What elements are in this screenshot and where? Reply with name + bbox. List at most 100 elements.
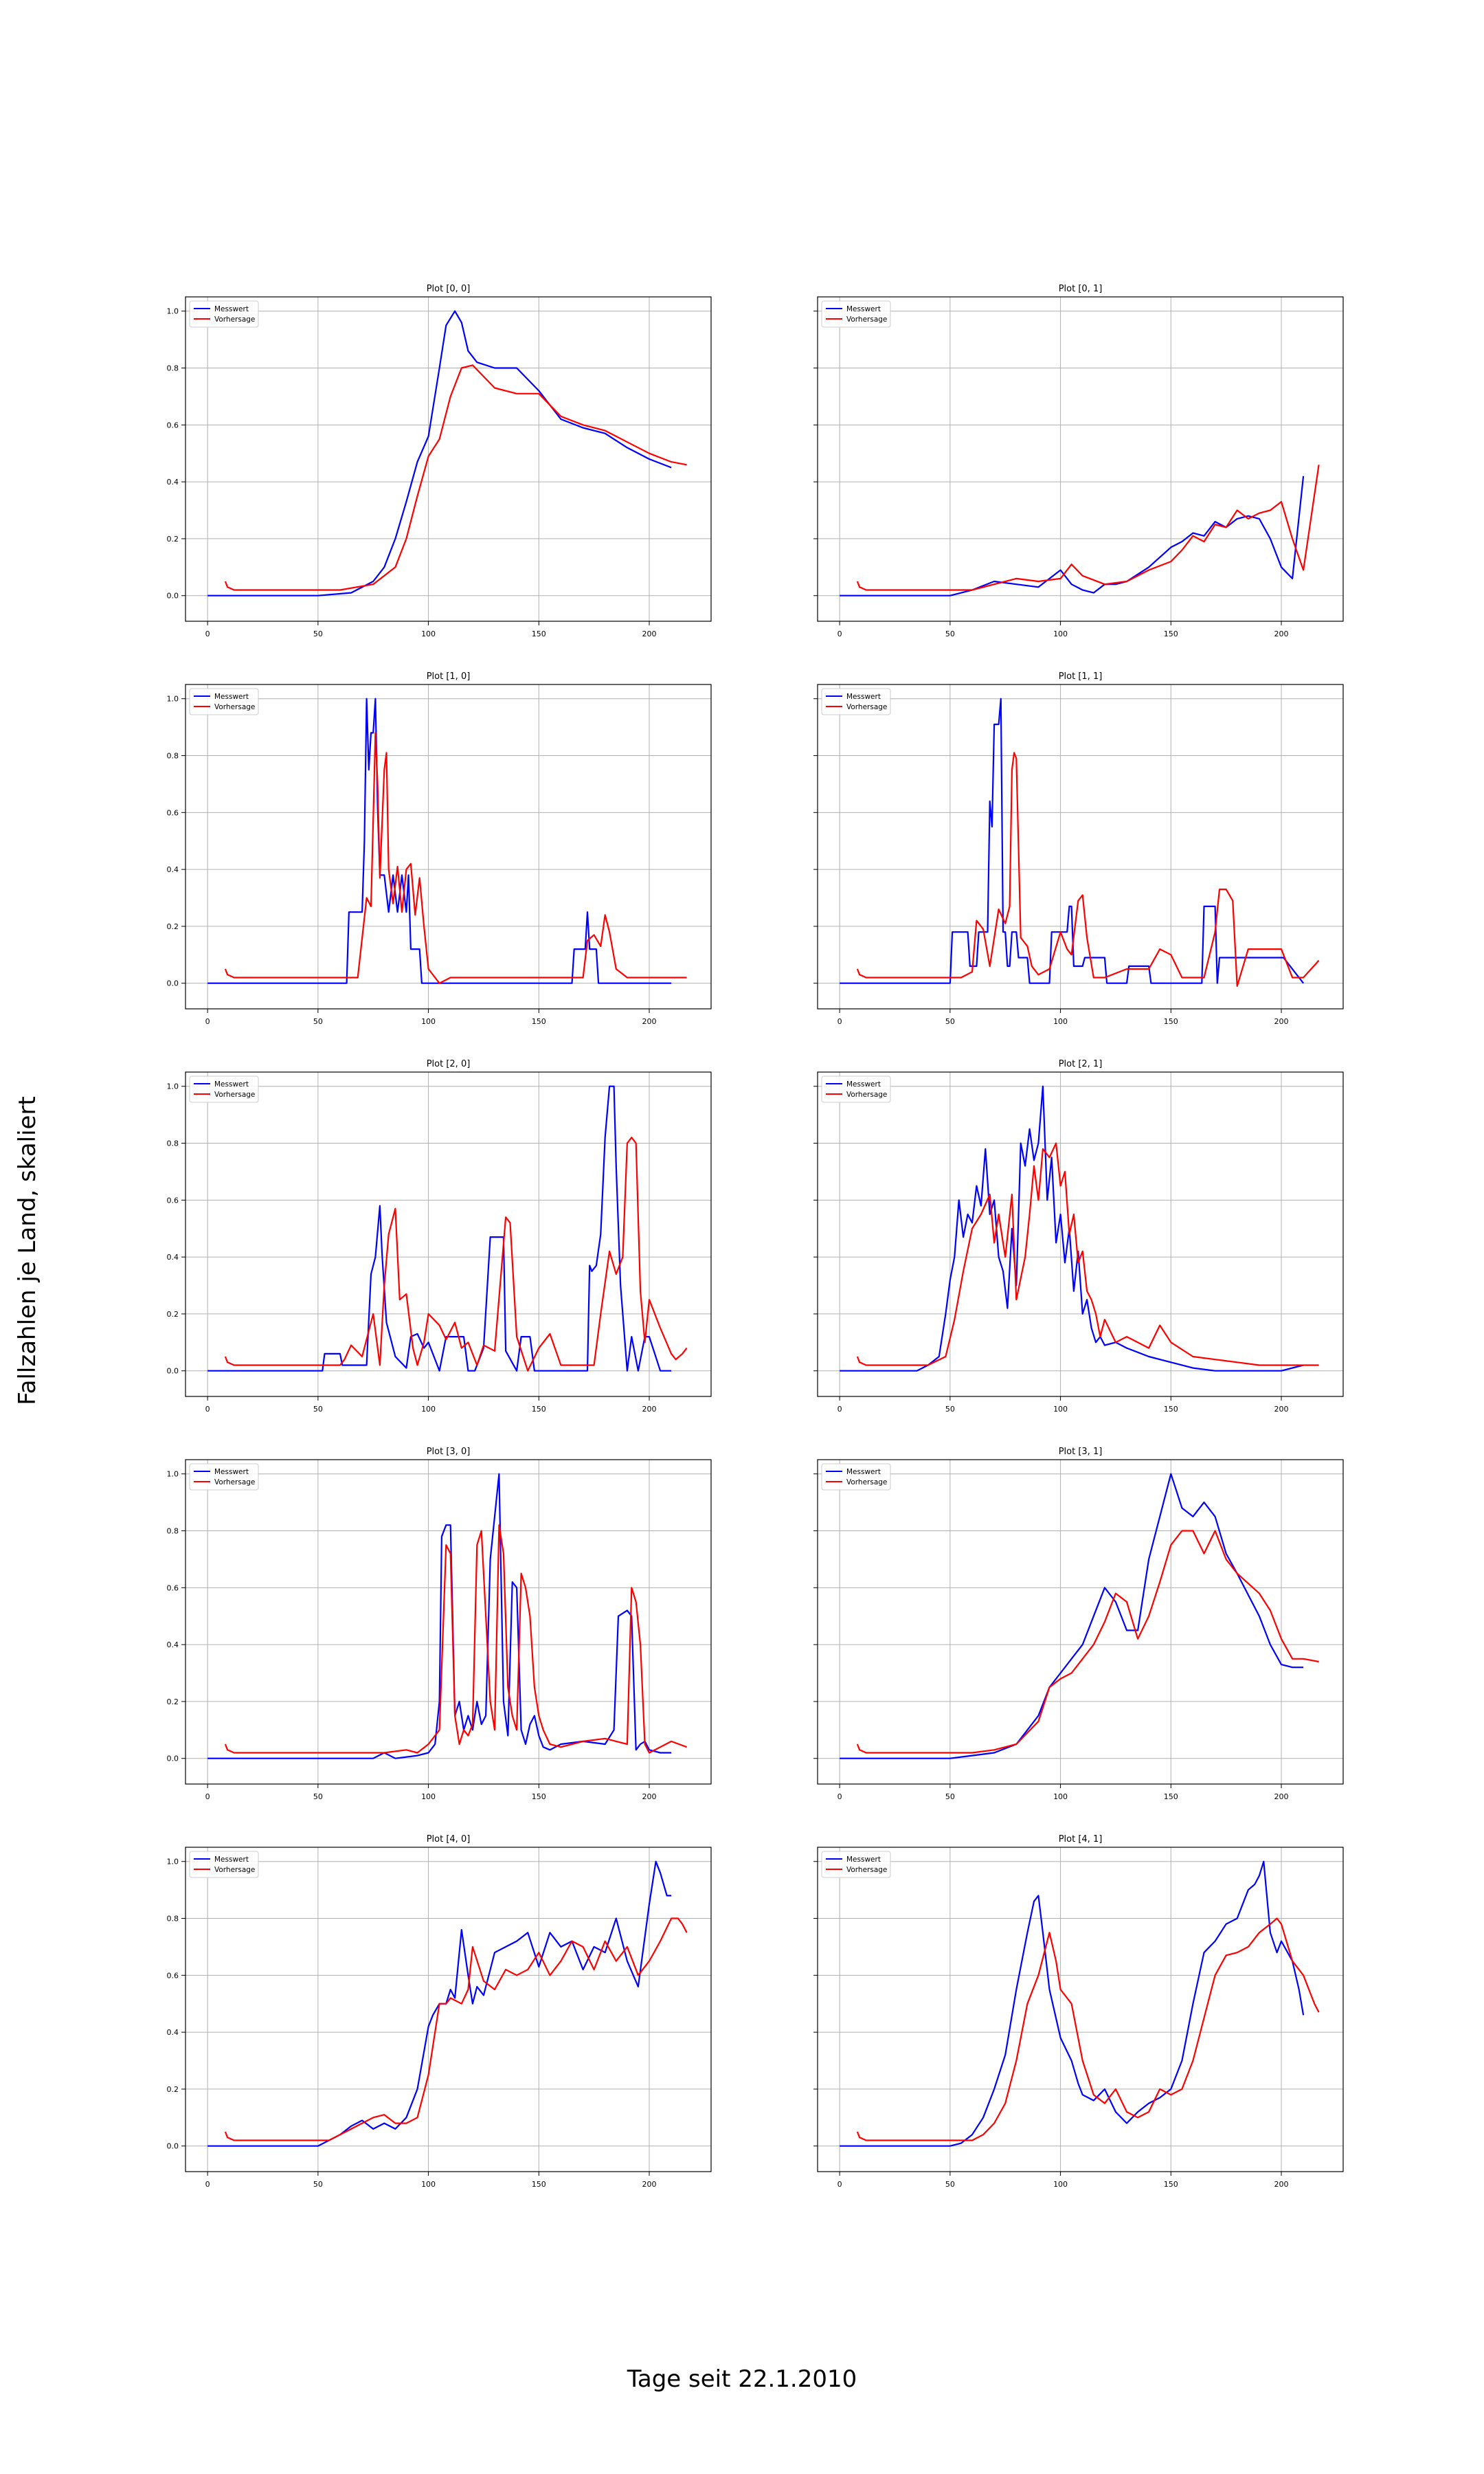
legend: Messwert Vorhersage (189, 1463, 259, 1491)
y-tick-label: 0.0 (167, 2142, 179, 2151)
y-tick-label: 0.2 (167, 1697, 179, 1706)
y-tick-label: 0.4 (167, 865, 179, 874)
series-line-messwert (207, 1473, 672, 1759)
plot-frame (817, 1459, 1344, 1785)
x-tick-label: 50 (313, 1017, 323, 1026)
plot-frame (185, 1459, 712, 1785)
plot-area (186, 684, 711, 1009)
y-tick-label: 0.8 (167, 1915, 179, 1924)
y-tick-label: 0.0 (167, 1367, 179, 1376)
series-line-vorhersage (224, 1917, 688, 2141)
y-tick-label: 0.4 (167, 1640, 179, 1649)
y-tick-label: 1.0 (167, 1470, 179, 1479)
legend-label-messwert: Messwert (846, 1855, 881, 1864)
y-tick-label: 1.0 (167, 1858, 179, 1866)
legend-label-messwert: Messwert (214, 1855, 249, 1864)
x-tick-label: 100 (421, 1792, 436, 1801)
plot-frame (185, 296, 712, 622)
legend-box (189, 688, 259, 715)
subplot-1: 0 50 100 150 200 Plot [0, 1] Messwert Vorhersag… (813, 284, 1344, 638)
subplot-7: 0 50 100 150 200 Plot [3, 1] Messwert Vorhersag… (813, 1447, 1344, 1801)
x-tick-label: 0 (837, 1017, 842, 1026)
y-tick-label: 0.4 (167, 478, 179, 487)
y-tick-label: 0.6 (167, 1583, 179, 1592)
legend-label-messwert: Messwert (846, 1468, 881, 1476)
legend-box (189, 1463, 259, 1491)
x-tick-label: 50 (945, 629, 955, 638)
x-tick-label: 100 (1053, 1792, 1068, 1801)
legend-label-messwert: Messwert (214, 693, 249, 701)
x-tick-label: 150 (1164, 1792, 1178, 1801)
series-line-messwert (207, 1860, 672, 2147)
legend-label-messwert: Messwert (846, 305, 881, 313)
y-tick-label: 0.8 (167, 1139, 179, 1148)
x-tick-label: 200 (642, 1017, 657, 1026)
x-tick-label: 50 (945, 1017, 955, 1026)
subplot-3: 0 50 100 150 200 Plot [1, 1] Messwert Vorhersag… (813, 671, 1344, 1026)
plot-frame (185, 1071, 712, 1397)
subplot-2: 0 50 100 150 200 0.0 0.2 0.4 0.6 0.8 1.0 Plot [1, 0… (167, 671, 712, 1026)
plot-frame (185, 1847, 712, 2172)
legend-box (821, 1851, 891, 1878)
x-tick-label: 150 (532, 1405, 546, 1414)
legend-label-vorhersage: Vorhersage (214, 1091, 255, 1099)
x-tick-label: 200 (1274, 629, 1289, 638)
x-tick-label: 50 (945, 1792, 955, 1801)
plot-frame (817, 1847, 1344, 2172)
subplot-8: 0 50 100 150 200 0.0 0.2 0.4 0.6 0.8 1.0 Plot [4, 0… (167, 1834, 712, 2189)
series-line-vorhersage (856, 1917, 1320, 2141)
legend-label-vorhersage: Vorhersage (214, 1866, 255, 1874)
x-tick-label: 200 (1274, 2180, 1289, 2189)
legend-label-vorhersage: Vorhersage (846, 703, 887, 711)
legend: Messwert Vorhersage (821, 300, 891, 328)
legend: Messwert Vorhersage (189, 1851, 259, 1878)
global-x-axis-label: Tage seit 22.1.2010 (627, 2365, 857, 2393)
x-tick-label: 50 (945, 1405, 955, 1414)
y-tick-label: 0.6 (167, 1971, 179, 1980)
legend-label-vorhersage: Vorhersage (846, 1091, 887, 1099)
legend-box (189, 300, 259, 328)
y-tick-label: 0.8 (167, 752, 179, 761)
y-tick-label: 0.6 (167, 421, 179, 430)
y-tick-label: 0.0 (167, 592, 179, 601)
series-line-vorhersage (224, 732, 687, 984)
legend-label-vorhersage: Vorhersage (846, 1866, 887, 1874)
legend: Messwert Vorhersage (821, 1463, 891, 1491)
series-line-messwert (840, 1860, 1305, 2147)
subplot-title: Plot [4, 0] (427, 1834, 471, 1845)
plot-frame (185, 684, 712, 1010)
subplot-title: Plot [2, 0] (427, 1059, 471, 1069)
legend: Messwert Vorhersage (189, 1076, 259, 1103)
x-tick-label: 200 (642, 1792, 657, 1801)
plot-area (818, 684, 1343, 1009)
x-tick-label: 200 (1274, 1405, 1289, 1414)
legend-label-messwert: Messwert (846, 1080, 881, 1089)
series-line-vorhersage (856, 1530, 1319, 1754)
legend-label-messwert: Messwert (846, 693, 881, 701)
y-tick-label: 0.2 (167, 922, 179, 931)
legend-label-messwert: Messwert (214, 1468, 249, 1476)
subplot-5: 0 50 100 150 200 Plot [2, 1] Messwert Vorhersag… (813, 1059, 1344, 1414)
legend-label-vorhersage: Vorhersage (214, 1478, 255, 1486)
legend: Messwert Vorhersage (189, 300, 259, 328)
x-tick-label: 0 (837, 629, 842, 638)
y-tick-label: 0.8 (167, 364, 179, 373)
subplot-title: Plot [1, 1] (1059, 671, 1103, 682)
legend: Messwert Vorhersage (821, 1076, 891, 1103)
x-tick-label: 100 (421, 2180, 436, 2189)
y-tick-label: 0.6 (167, 808, 179, 817)
x-tick-label: 100 (421, 1405, 436, 1414)
plot-area (186, 1072, 711, 1396)
plot-frame (817, 684, 1344, 1010)
legend-box (189, 1851, 259, 1878)
x-tick-label: 150 (1164, 2180, 1178, 2189)
subplot-title: Plot [0, 0] (427, 284, 471, 294)
series-line-vorhersage (856, 752, 1320, 987)
y-tick-label: 0.8 (167, 1527, 179, 1536)
y-tick-label: 1.0 (167, 695, 179, 704)
subplot-6: 0 50 100 150 200 0.0 0.2 0.4 0.6 0.8 1.0 Plot [3, 0… (167, 1447, 712, 1801)
x-tick-label: 0 (205, 1405, 210, 1414)
series-line-messwert (840, 698, 1304, 984)
x-tick-label: 150 (532, 1792, 546, 1801)
